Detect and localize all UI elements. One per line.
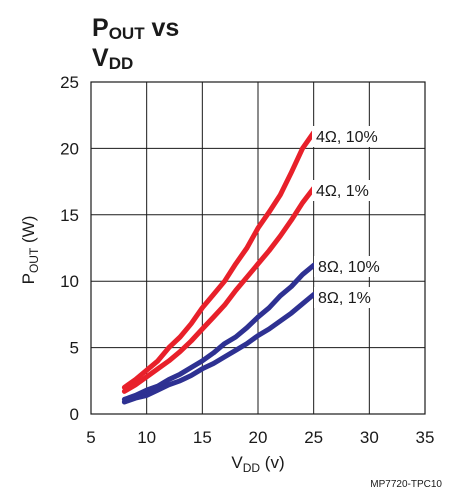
x-tick-labels: 5 10 15 20 25 30 35 xyxy=(86,428,434,447)
y-tick-label: 25 xyxy=(60,73,79,92)
x-tick-label: 30 xyxy=(360,428,379,447)
y-tick-label: 0 xyxy=(70,405,79,424)
annotation-label: 4Ω, 1% xyxy=(316,183,369,200)
y-tick-label: 10 xyxy=(60,272,79,291)
annotation-2: 4Ω, 1% xyxy=(312,180,374,201)
annotation-bg xyxy=(314,256,385,277)
x-tick-label: 25 xyxy=(304,428,323,447)
annotation-label: 4Ω, 10% xyxy=(316,129,378,146)
y-tick-label: 20 xyxy=(60,139,79,158)
figure-code: MP7720-TPC10 xyxy=(370,479,442,490)
annotation-4: 8Ω, 1% xyxy=(314,287,376,308)
series-lines xyxy=(121,130,317,405)
annotation-bg xyxy=(314,287,376,308)
x-tick-label: 20 xyxy=(249,428,268,447)
annotation-bg xyxy=(312,180,374,201)
annotation-label: 8Ω, 1% xyxy=(318,290,371,307)
x-tick-label: 35 xyxy=(416,428,435,447)
title-line-2: VDD xyxy=(92,44,133,73)
plot-frame xyxy=(90,81,426,415)
y-tick-label: 5 xyxy=(70,339,79,358)
x-axis-label: VDD (v) xyxy=(231,453,284,475)
y-tick-labels: 0 5 10 15 20 25 xyxy=(60,73,79,424)
series-line-2 xyxy=(121,185,317,394)
title-line-1: POUT vs xyxy=(92,14,179,43)
y-axis-label: POUT (W) xyxy=(19,216,41,285)
series-line-3 xyxy=(121,262,317,402)
series-line-1 xyxy=(121,130,317,390)
annotation-3: 8Ω, 10% xyxy=(314,256,385,277)
annotation-bg xyxy=(312,126,383,147)
x-tick-label: 5 xyxy=(86,428,95,447)
x-tick-label: 15 xyxy=(193,428,212,447)
annotation-label: 8Ω, 10% xyxy=(318,259,380,276)
y-tick-label: 15 xyxy=(60,206,79,225)
annotation-1: 4Ω, 10% xyxy=(312,126,383,147)
series-annotations: 4Ω, 10% 4Ω, 1% 8Ω, 10% 8Ω, 1% xyxy=(312,126,385,308)
series-line-4 xyxy=(121,292,317,405)
chart-title: POUT vs VDD xyxy=(92,14,179,73)
x-tick-label: 10 xyxy=(137,428,156,447)
